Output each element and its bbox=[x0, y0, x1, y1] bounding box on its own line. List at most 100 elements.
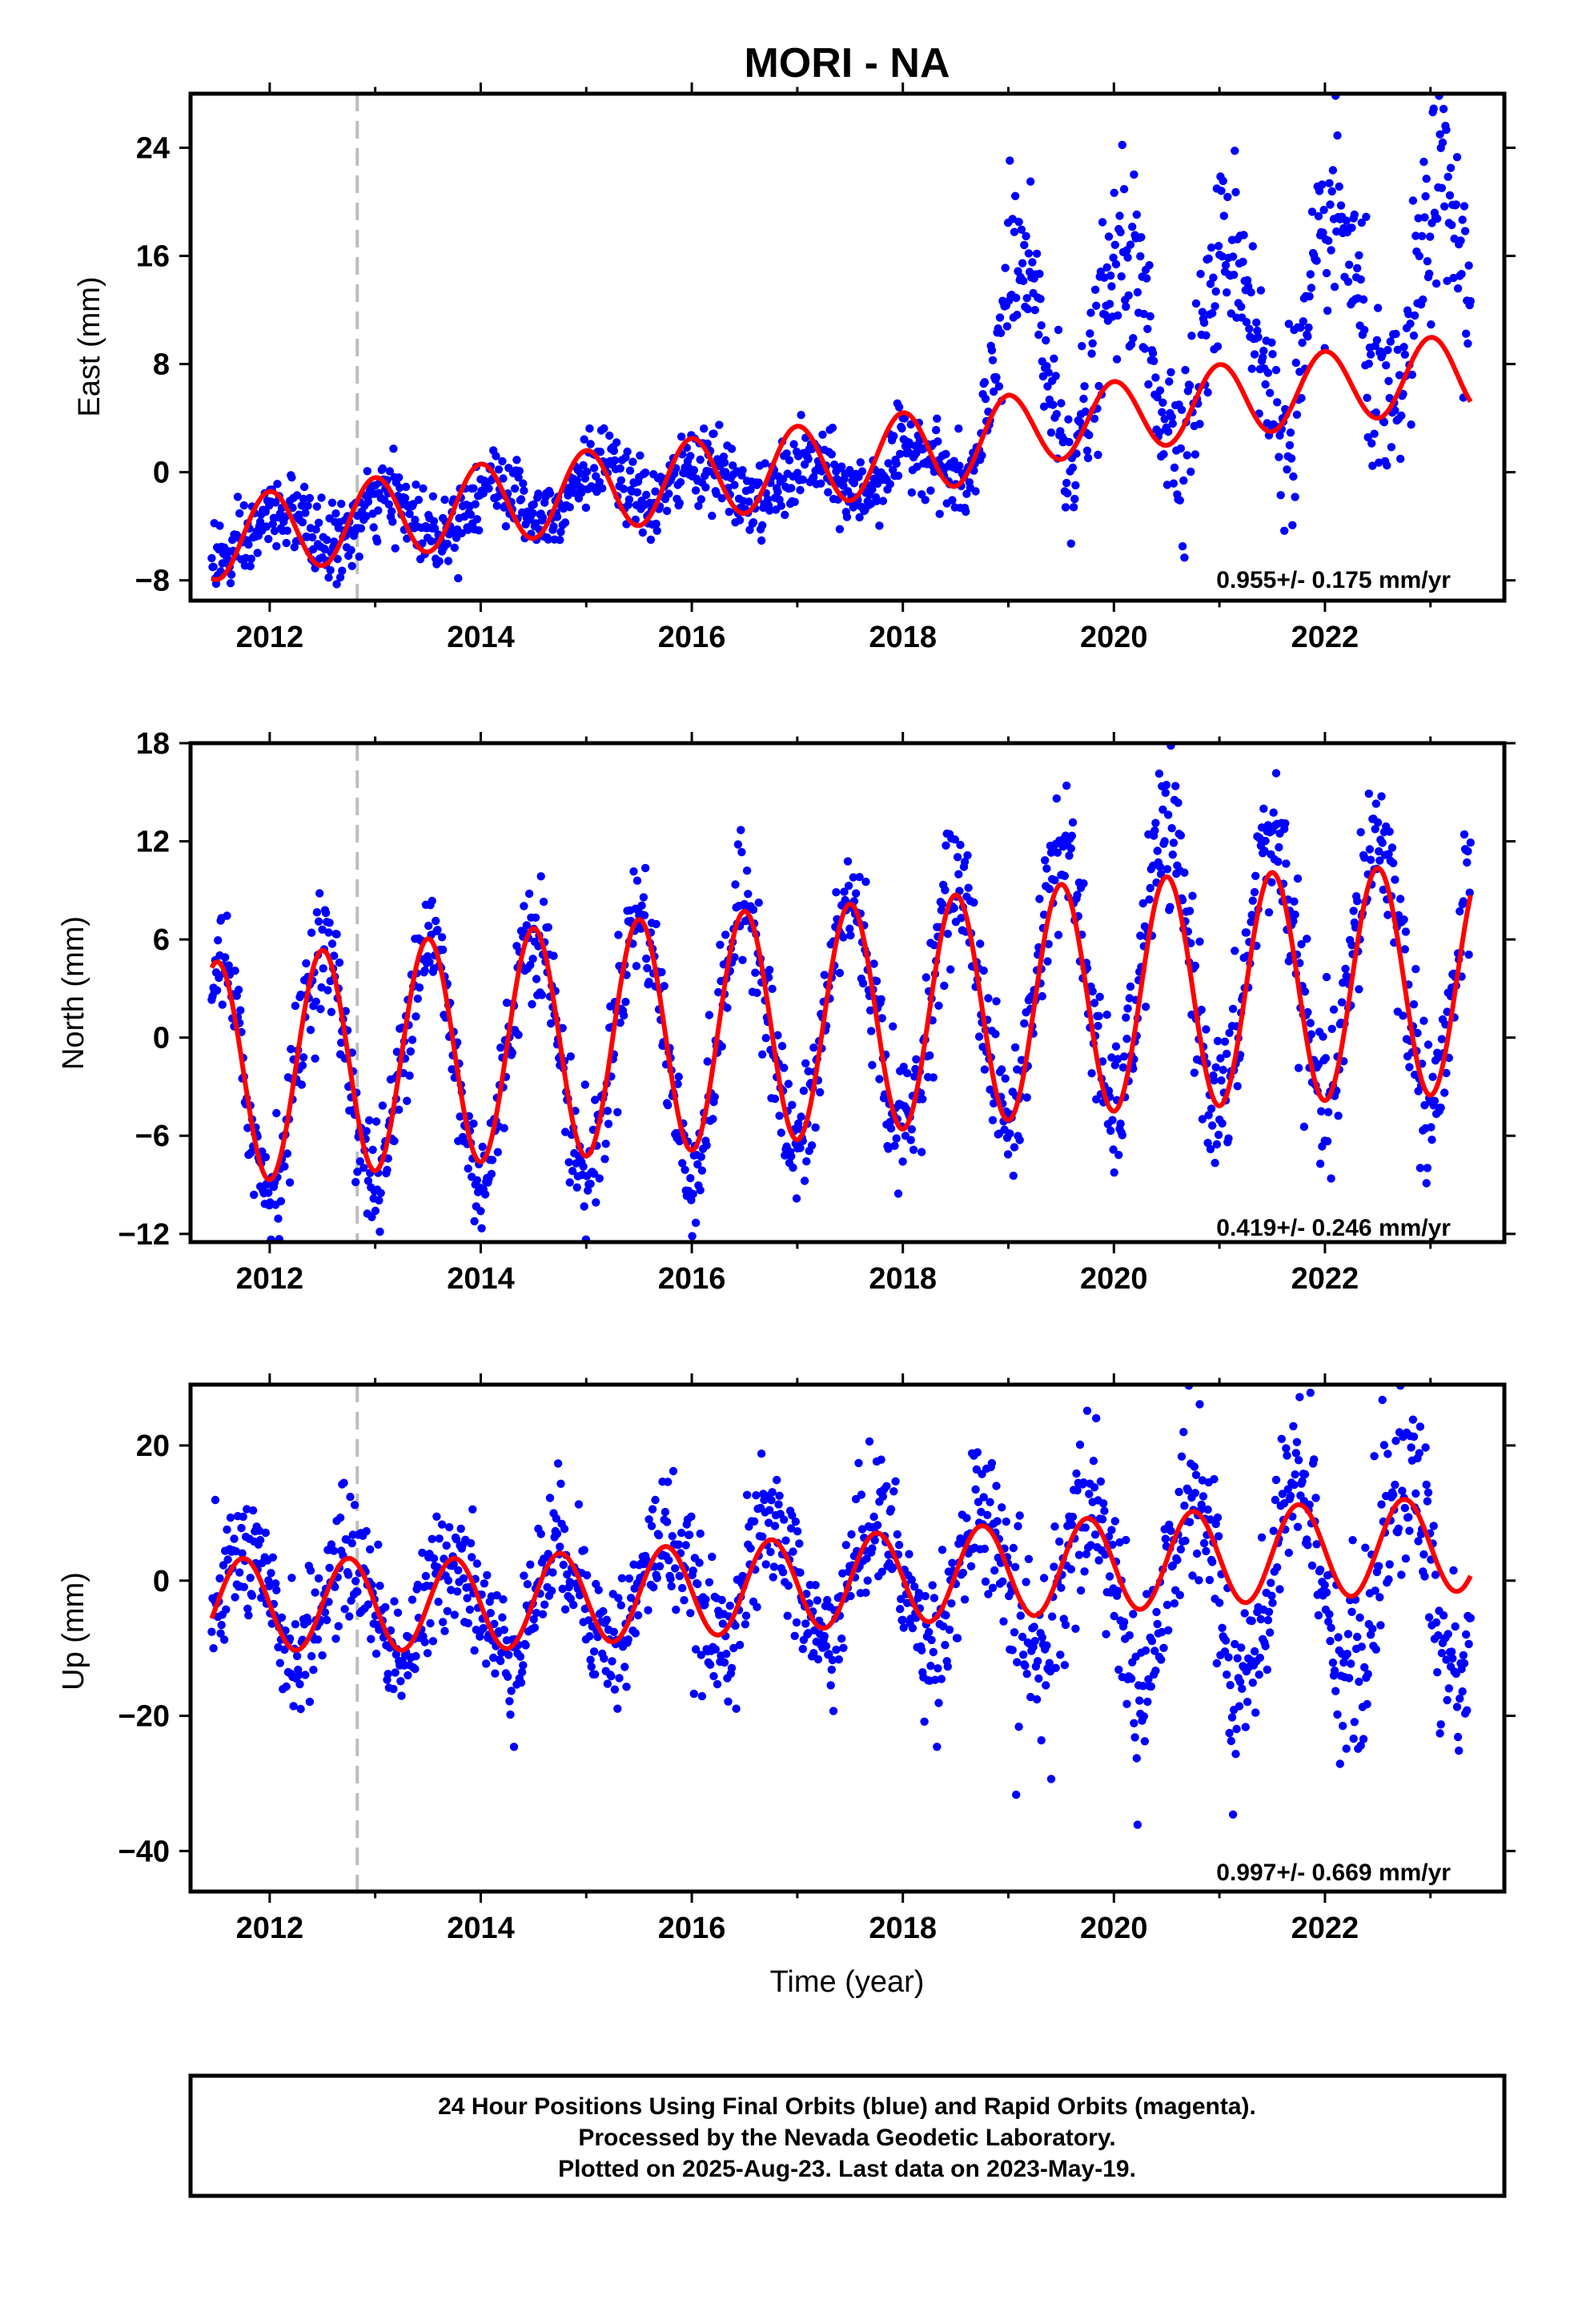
east-data-point bbox=[1160, 415, 1169, 424]
east-data-point bbox=[932, 425, 941, 435]
east-data-point bbox=[1318, 180, 1327, 189]
up-data-point bbox=[894, 1541, 904, 1550]
up-data-point bbox=[973, 1448, 982, 1457]
east-data-point bbox=[1419, 157, 1428, 167]
up-data-point bbox=[1126, 1675, 1136, 1683]
up-data-point bbox=[530, 1623, 540, 1632]
up-data-point bbox=[420, 1638, 429, 1647]
up-data-point bbox=[796, 1568, 805, 1577]
east-data-point bbox=[239, 501, 248, 510]
north-data-point bbox=[1126, 982, 1135, 991]
north-data-point bbox=[528, 999, 536, 1009]
up-data-point bbox=[1235, 1678, 1245, 1687]
up-data-point bbox=[1409, 1432, 1419, 1441]
up-data-point bbox=[435, 1534, 444, 1543]
up-data-point bbox=[1328, 1659, 1338, 1667]
east-data-point bbox=[1406, 320, 1415, 328]
east-data-point bbox=[1407, 370, 1417, 380]
north-data-point bbox=[845, 924, 854, 933]
east-data-point bbox=[1030, 306, 1040, 315]
up-data-point bbox=[668, 1532, 677, 1541]
east-data-point bbox=[878, 497, 888, 505]
east-data-point bbox=[311, 525, 320, 534]
north-data-point bbox=[214, 936, 223, 945]
up-data-point bbox=[665, 1556, 673, 1565]
up-data-point bbox=[296, 1704, 305, 1714]
east-data-point bbox=[1106, 271, 1115, 280]
up-data-point bbox=[1092, 1413, 1101, 1423]
up-data-point bbox=[1042, 1681, 1050, 1690]
east-data-point bbox=[596, 448, 605, 456]
up-data-point bbox=[986, 1498, 994, 1506]
east-data-point bbox=[1350, 210, 1359, 219]
north-data-point bbox=[478, 1142, 487, 1152]
up-data-point bbox=[753, 1602, 761, 1611]
north-data-point bbox=[964, 883, 973, 892]
north-data-point bbox=[652, 919, 661, 929]
up-data-point bbox=[886, 1505, 896, 1514]
north-data-point bbox=[749, 905, 758, 915]
north-data-point bbox=[1045, 884, 1054, 894]
east-data-point bbox=[636, 451, 644, 460]
east-data-point bbox=[1020, 240, 1029, 250]
east-data-point bbox=[299, 482, 309, 492]
up-data-point bbox=[1048, 1612, 1057, 1621]
up-data-point bbox=[418, 1548, 427, 1558]
up-data-point bbox=[1315, 1565, 1325, 1574]
north-x-tick-label: 2012 bbox=[236, 1262, 304, 1296]
east-data-point bbox=[1426, 232, 1435, 241]
up-data-point bbox=[444, 1576, 453, 1585]
east-data-point bbox=[1034, 330, 1043, 340]
north-data-point bbox=[221, 953, 230, 962]
up-data-point bbox=[780, 1515, 789, 1524]
up-data-point bbox=[519, 1661, 528, 1670]
east-data-point bbox=[1185, 381, 1195, 390]
up-data-point bbox=[724, 1697, 733, 1706]
up-data-point bbox=[454, 1566, 463, 1575]
east-data-point bbox=[1110, 240, 1120, 249]
up-x-tick-label: 2022 bbox=[1291, 1912, 1359, 1945]
north-data-point bbox=[1322, 972, 1331, 982]
north-data-point bbox=[500, 1124, 508, 1132]
north-data-point bbox=[1442, 1068, 1451, 1078]
up-data-point bbox=[953, 1634, 962, 1642]
north-data-point bbox=[307, 928, 316, 937]
north-data-point bbox=[1122, 1013, 1130, 1022]
east-data-point bbox=[209, 562, 218, 571]
north-data-point bbox=[773, 1031, 782, 1039]
east-data-point bbox=[1298, 338, 1307, 348]
up-data-point bbox=[1132, 1754, 1142, 1763]
east-data-point bbox=[1319, 228, 1327, 237]
east-data-point bbox=[1167, 412, 1176, 421]
north-data-point bbox=[957, 914, 966, 923]
up-data-point bbox=[480, 1579, 489, 1588]
up-data-point bbox=[649, 1582, 658, 1592]
north-data-point bbox=[979, 966, 988, 975]
north-data-point bbox=[660, 982, 669, 991]
east-data-point bbox=[677, 432, 686, 441]
north-data-point bbox=[921, 973, 931, 982]
east-data-point bbox=[1203, 388, 1212, 397]
up-data-point bbox=[1443, 1630, 1452, 1638]
east-data-point bbox=[789, 440, 798, 448]
east-data-point bbox=[1353, 263, 1362, 273]
up-data-point bbox=[1442, 1655, 1451, 1664]
north-data-point bbox=[989, 1099, 998, 1108]
up-data-point bbox=[1460, 1659, 1469, 1668]
east-data-point bbox=[1070, 494, 1079, 504]
up-data-point bbox=[1452, 1669, 1461, 1679]
up-y-tick-label: 0 bbox=[153, 1565, 170, 1598]
north-data-point bbox=[1065, 851, 1074, 860]
north-data-point bbox=[1150, 826, 1159, 835]
up-data-point bbox=[903, 1598, 912, 1607]
north-data-point bbox=[1375, 856, 1384, 865]
east-data-point bbox=[948, 496, 957, 505]
up-data-point bbox=[790, 1631, 799, 1640]
east-data-point bbox=[1446, 163, 1456, 172]
north-data-point bbox=[868, 1060, 877, 1070]
north-data-point bbox=[531, 913, 540, 923]
north-data-point bbox=[514, 1031, 523, 1039]
north-data-point bbox=[950, 903, 958, 913]
up-data-point bbox=[295, 1671, 303, 1679]
east-data-point bbox=[1306, 270, 1315, 279]
